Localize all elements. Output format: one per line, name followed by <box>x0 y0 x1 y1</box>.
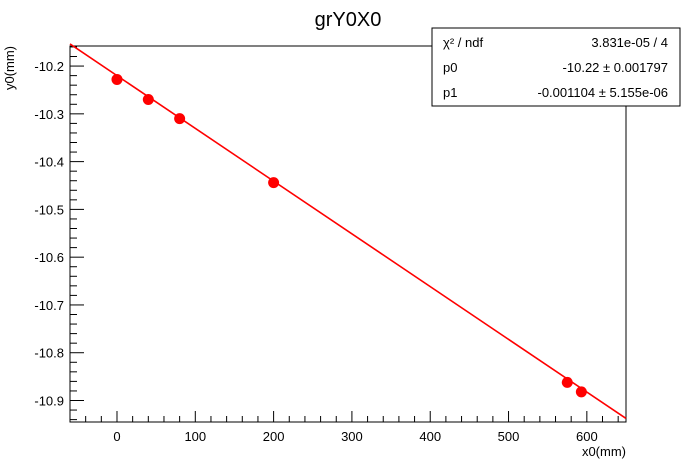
stats-value-p1: -0.001104 ± 5.155e-06 <box>538 85 669 100</box>
y-tick-label: -10.4 <box>34 155 64 170</box>
fit-layer <box>69 43 627 420</box>
points-layer <box>111 73 587 398</box>
stats-value-chi2: 3.831e-05 / 4 <box>591 35 668 50</box>
data-point <box>268 177 280 189</box>
x-axis: 0 100 200 300 400 500 600 <box>69 411 619 444</box>
y-tick-label: -10.3 <box>34 107 64 122</box>
y-axis-label: y0(mm) <box>2 46 17 90</box>
stats-label-p1: p1 <box>443 85 457 100</box>
stats-box: χ² / ndf 3.831e-05 / 4 p0 -10.22 ± 0.001… <box>431 27 681 107</box>
x-tick-label: 300 <box>341 429 363 444</box>
data-point <box>174 113 186 125</box>
data-point <box>575 386 587 398</box>
y-tick-label: -10.2 <box>34 59 64 74</box>
data-point <box>561 376 573 388</box>
chart-title: grY0X0 <box>315 9 382 31</box>
x-axis-label: x0(mm) <box>582 444 626 459</box>
x-tick-label: 0 <box>113 429 120 444</box>
stats-label-p0: p0 <box>443 60 457 75</box>
y-tick-label: -10.5 <box>34 202 64 217</box>
plot-frame <box>69 45 627 423</box>
data-point <box>111 73 123 85</box>
data-point <box>142 94 154 106</box>
x-tick-label: 500 <box>498 429 520 444</box>
y-axis: -10.2 -10.3 -10.4 -10.5 -10.6 -10.7 -10.8 -10.9 <box>34 46 84 421</box>
y-tick-label: -10.8 <box>34 346 64 361</box>
y-tick-label: -10.6 <box>34 250 64 265</box>
x-tick-label: 400 <box>419 429 441 444</box>
y-tick-label: -10.9 <box>34 394 64 409</box>
x-tick-label: 600 <box>576 429 598 444</box>
stats-value-p0: -10.22 ± 0.001797 <box>563 60 668 75</box>
stats-box-frame <box>431 27 681 107</box>
x-tick-label: 200 <box>263 429 285 444</box>
x-tick-label: 100 <box>184 429 206 444</box>
stats-label-chi2: χ² / ndf <box>443 35 483 50</box>
y-tick-label: -10.7 <box>34 298 64 313</box>
fit-line <box>69 43 627 420</box>
